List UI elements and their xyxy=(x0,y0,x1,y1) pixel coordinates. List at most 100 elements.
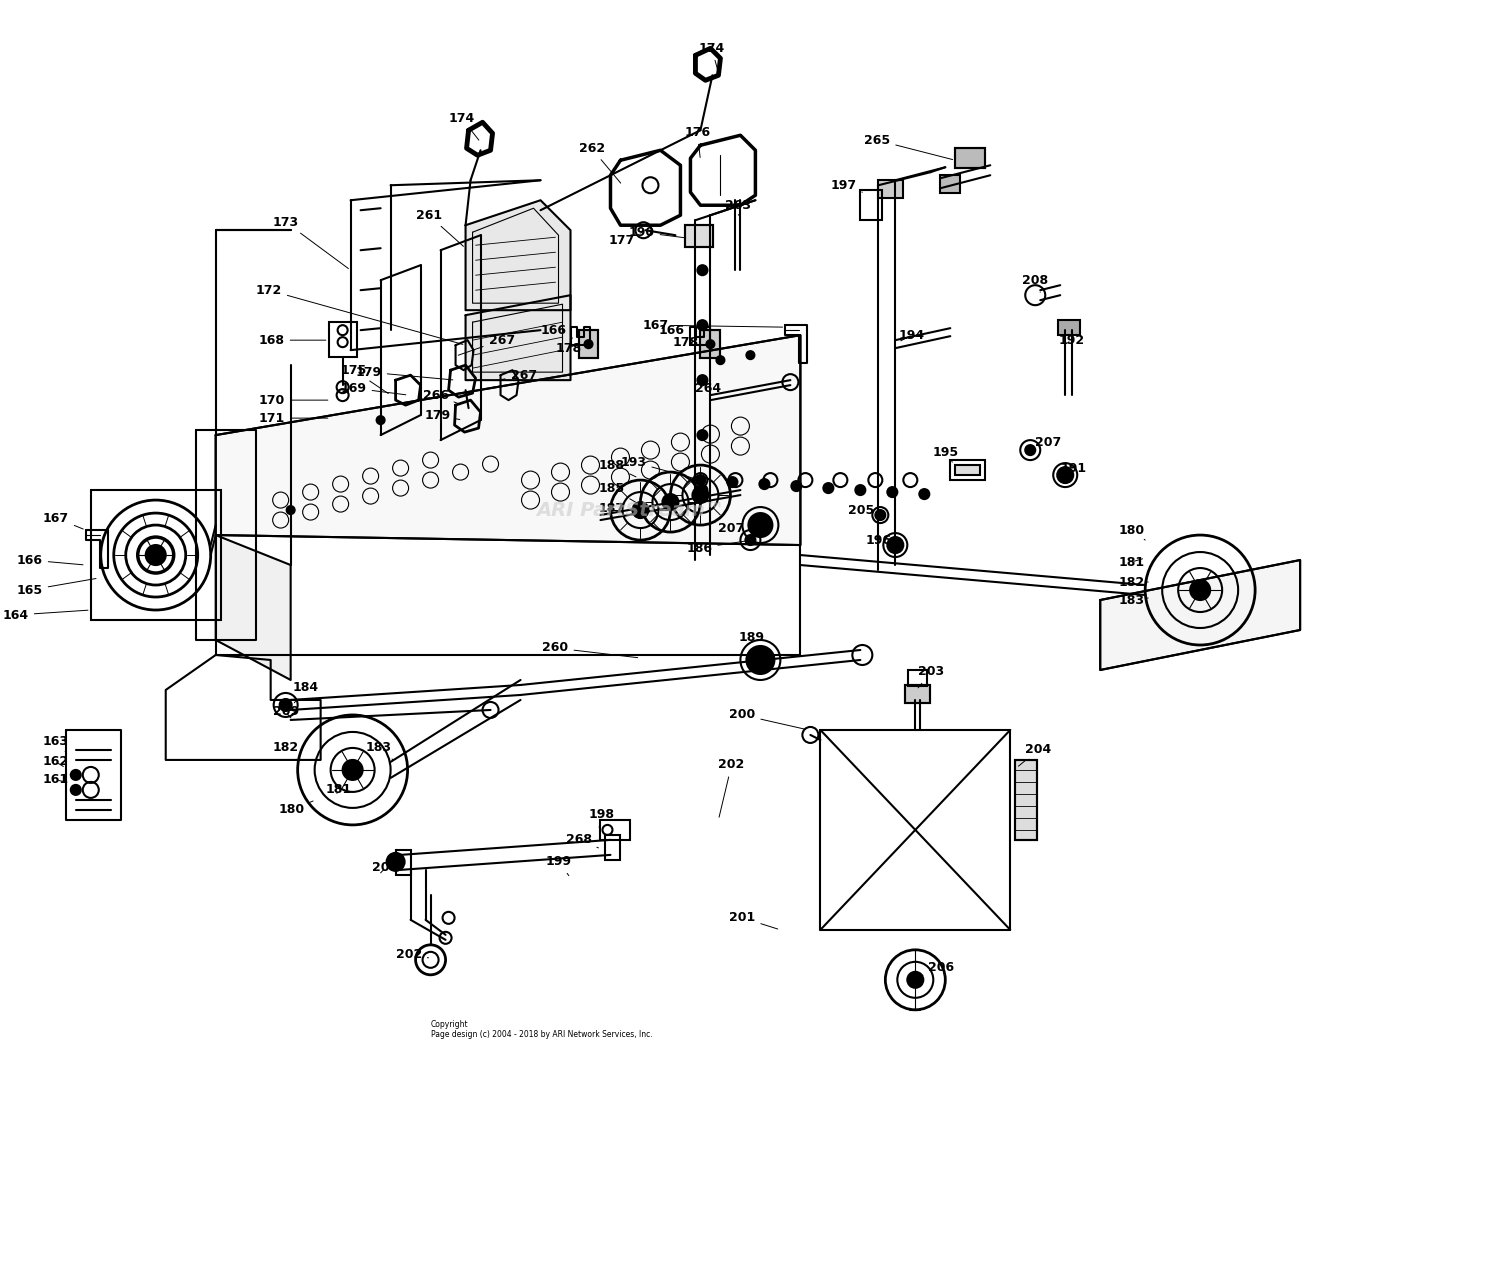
Circle shape xyxy=(70,785,81,795)
Text: 167: 167 xyxy=(44,512,82,530)
Text: 194: 194 xyxy=(898,329,924,342)
Polygon shape xyxy=(1100,560,1300,671)
Text: 171: 171 xyxy=(258,411,328,424)
Text: 263: 263 xyxy=(726,198,752,215)
Text: 260: 260 xyxy=(543,641,638,658)
Circle shape xyxy=(146,545,165,565)
Text: 202: 202 xyxy=(396,949,429,961)
Polygon shape xyxy=(216,535,291,679)
Text: 174: 174 xyxy=(448,112,478,140)
Text: 168: 168 xyxy=(258,334,326,347)
Polygon shape xyxy=(465,295,570,380)
Bar xyxy=(600,820,630,839)
Text: 174: 174 xyxy=(699,42,724,70)
Bar xyxy=(951,460,986,480)
Circle shape xyxy=(706,340,714,348)
Circle shape xyxy=(876,511,885,519)
Text: 188: 188 xyxy=(598,458,636,476)
Text: 172: 172 xyxy=(255,283,464,344)
Text: 262: 262 xyxy=(579,142,621,183)
Circle shape xyxy=(728,478,738,488)
Text: 169: 169 xyxy=(340,381,406,395)
Text: 204: 204 xyxy=(1019,743,1052,766)
Polygon shape xyxy=(465,201,570,310)
Text: 190: 190 xyxy=(628,226,686,239)
Bar xyxy=(328,323,357,357)
Text: 170: 170 xyxy=(258,394,328,406)
Circle shape xyxy=(286,505,294,514)
Circle shape xyxy=(696,475,705,485)
Bar xyxy=(956,149,986,168)
Text: 161: 161 xyxy=(44,773,69,786)
Bar xyxy=(92,490,220,620)
Bar xyxy=(861,190,882,220)
Text: 197: 197 xyxy=(831,179,862,192)
Bar xyxy=(700,330,720,358)
Circle shape xyxy=(376,417,384,424)
Text: 208: 208 xyxy=(1023,274,1048,292)
Text: 184: 184 xyxy=(292,682,320,702)
Text: 196: 196 xyxy=(865,533,897,547)
Text: 173: 173 xyxy=(273,216,348,268)
Text: 162: 162 xyxy=(44,756,69,768)
Text: 268: 268 xyxy=(566,833,598,848)
Bar xyxy=(906,685,930,704)
Text: 207: 207 xyxy=(1029,436,1062,452)
Text: 179: 179 xyxy=(356,366,453,380)
Text: 261: 261 xyxy=(416,208,464,246)
Bar xyxy=(956,465,981,475)
Text: 186: 186 xyxy=(687,541,750,555)
Text: 187: 187 xyxy=(598,502,638,514)
Circle shape xyxy=(698,375,708,385)
Text: 205: 205 xyxy=(849,504,880,518)
Circle shape xyxy=(747,646,774,674)
Text: 264: 264 xyxy=(696,381,721,398)
Circle shape xyxy=(920,489,930,499)
Bar xyxy=(396,850,411,875)
Circle shape xyxy=(1058,467,1072,483)
Text: 183: 183 xyxy=(366,742,393,761)
Text: 203: 203 xyxy=(918,665,945,688)
Bar xyxy=(579,330,598,358)
Text: 166: 166 xyxy=(658,324,690,339)
Text: Copyright
Page design (c) 2004 - 2018 by ARI Network Services, Inc.: Copyright Page design (c) 2004 - 2018 by… xyxy=(430,1020,652,1039)
Text: 180: 180 xyxy=(1118,523,1144,540)
Bar xyxy=(606,834,621,860)
Text: 201: 201 xyxy=(372,861,399,874)
Text: 164: 164 xyxy=(3,608,88,621)
Circle shape xyxy=(585,340,592,348)
Text: 209: 209 xyxy=(273,705,298,719)
Circle shape xyxy=(342,759,363,780)
Bar xyxy=(579,330,598,358)
Bar xyxy=(1016,759,1038,839)
Text: 267: 267 xyxy=(458,334,514,356)
Text: 167: 167 xyxy=(642,319,783,331)
Circle shape xyxy=(279,698,291,711)
Circle shape xyxy=(633,502,648,518)
Text: 201: 201 xyxy=(729,912,777,930)
Text: 166: 166 xyxy=(16,554,82,566)
Text: 176: 176 xyxy=(684,126,711,157)
Text: ARI PartStream™: ARI PartStream™ xyxy=(536,500,724,519)
Circle shape xyxy=(698,431,708,441)
Text: 266: 266 xyxy=(423,389,460,404)
Bar xyxy=(879,180,903,198)
Text: 175: 175 xyxy=(340,363,388,394)
Text: 182: 182 xyxy=(1118,575,1148,588)
Circle shape xyxy=(717,356,724,364)
Bar xyxy=(906,685,930,704)
Bar xyxy=(1058,320,1080,335)
Text: 207: 207 xyxy=(718,522,750,540)
Text: 198: 198 xyxy=(588,809,615,827)
Polygon shape xyxy=(216,335,801,545)
Text: 185: 185 xyxy=(598,481,638,504)
Text: 267: 267 xyxy=(501,368,537,382)
Bar xyxy=(700,330,720,358)
Circle shape xyxy=(888,537,903,552)
Bar xyxy=(686,225,714,248)
Circle shape xyxy=(663,494,678,511)
Text: 178: 178 xyxy=(672,335,702,349)
Text: 192: 192 xyxy=(1058,334,1084,347)
Text: 180: 180 xyxy=(279,801,314,817)
Text: 163: 163 xyxy=(44,735,69,752)
